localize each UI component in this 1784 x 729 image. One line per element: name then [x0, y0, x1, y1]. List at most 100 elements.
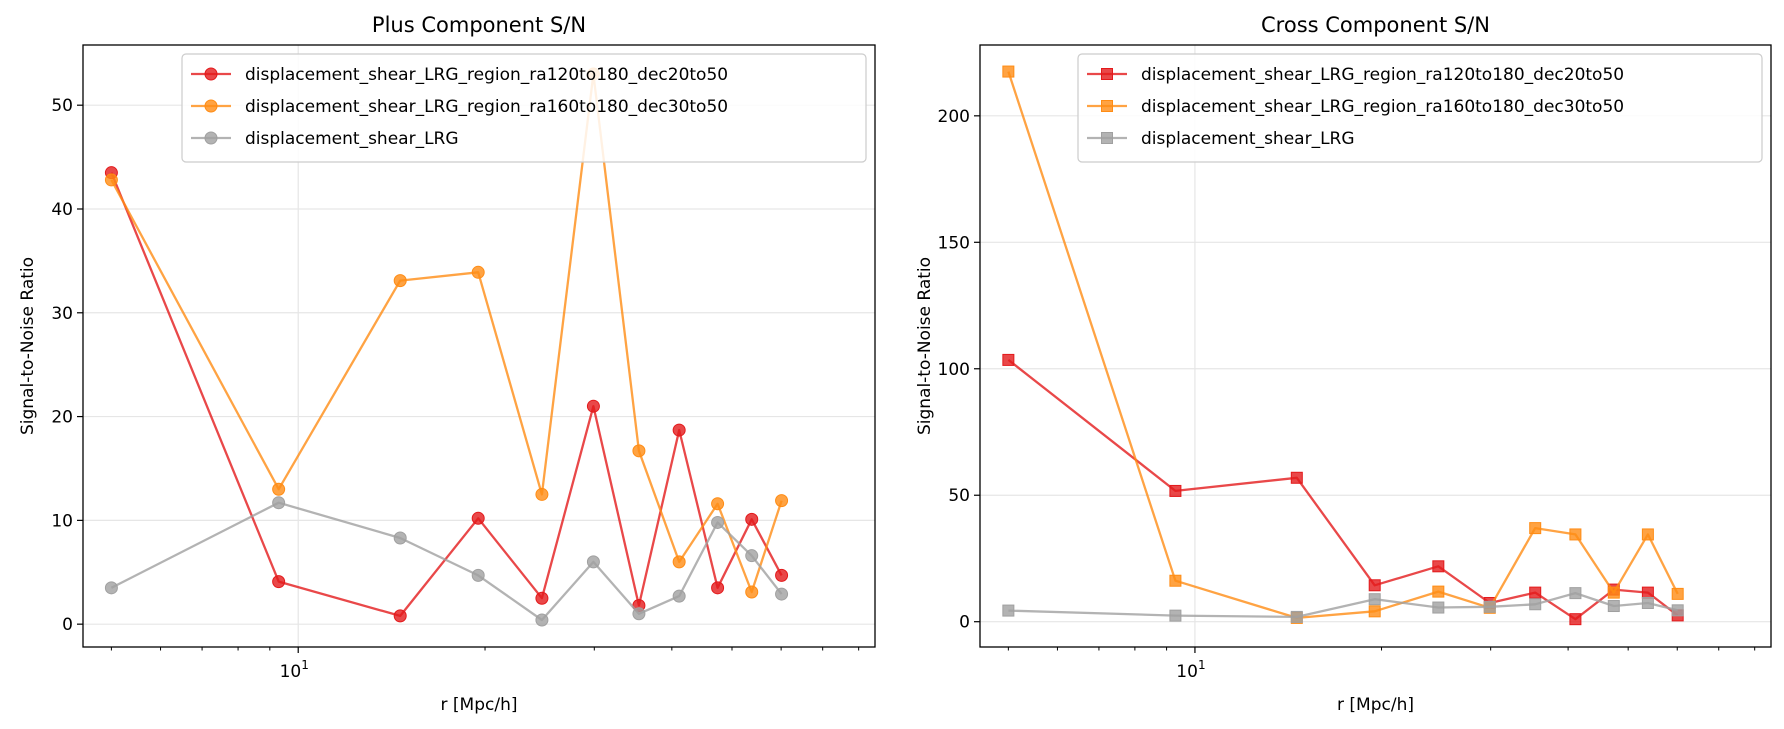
legend-box [1077, 53, 1763, 163]
series-line [110, 172, 783, 618]
x-axis-label: r [Mpc/h] [1337, 695, 1414, 715]
data-point [711, 497, 725, 511]
data-point [393, 274, 407, 288]
data-point [1569, 613, 1582, 626]
data-point [104, 581, 118, 595]
data-point [1607, 600, 1620, 613]
y-tick-label: 200 [938, 107, 970, 127]
x-tick-label: 101 [280, 658, 309, 682]
y-axis-label: Signal-to-Noise Ratio [18, 257, 38, 435]
legend-swatch-marker [204, 67, 218, 81]
series-2 [104, 496, 789, 627]
cross-component-title: Cross Component S/N [1261, 13, 1490, 37]
x-tick-base: 10 [280, 662, 302, 682]
data-point [272, 482, 286, 496]
legend-label: displacement_shear_LRG [1141, 129, 1355, 149]
data-point [672, 555, 686, 569]
data-point [1569, 587, 1582, 600]
data-point [1641, 596, 1654, 609]
x-tick-base: 10 [1176, 662, 1198, 682]
data-point [1002, 353, 1015, 366]
axes-frame [979, 44, 1772, 648]
data-point [632, 444, 646, 458]
legend-swatch-marker [1101, 68, 1113, 80]
legend-swatch-marker [1101, 132, 1113, 144]
x-axis-label: r [Mpc/h] [441, 695, 518, 715]
data-point [1432, 601, 1445, 614]
legend-label: displacement_shear_LRG_region_ra160to180… [245, 97, 728, 117]
data-point [711, 515, 725, 529]
data-point [745, 512, 759, 526]
series-2 [1002, 587, 1684, 623]
legend-label: displacement_shear_LRG [245, 129, 459, 149]
plus-component-title: Plus Component S/N [372, 13, 586, 37]
data-point [272, 496, 286, 510]
data-point [272, 575, 286, 589]
data-point [1671, 587, 1684, 600]
data-point [745, 549, 759, 563]
data-point [1607, 586, 1620, 599]
legend-label: displacement_shear_LRG_region_ra120to180… [245, 65, 728, 85]
legend: displacement_shear_LRG_region_ra120to180… [1077, 53, 1763, 163]
data-point [632, 607, 646, 621]
data-point [1002, 65, 1015, 78]
legend: displacement_shear_LRG_region_ra120to180… [181, 53, 867, 163]
y-tick-label: 150 [938, 233, 970, 253]
data-point [104, 173, 118, 187]
x-tick-exponent: 1 [1198, 658, 1206, 672]
y-tick-label: 0 [62, 615, 73, 635]
x-tick-exponent: 1 [301, 658, 309, 672]
legend-item: displacement_shear_LRG_region_ra160to180… [1087, 97, 1624, 117]
data-point [393, 609, 407, 623]
data-point [1368, 579, 1381, 592]
data-point [1169, 484, 1182, 497]
data-point [1290, 471, 1303, 484]
y-tick-label: 0 [959, 613, 970, 633]
data-point [1368, 605, 1381, 618]
data-point [1432, 585, 1445, 598]
data-point [471, 568, 485, 582]
y-tick-label: 100 [938, 360, 970, 380]
series-line [1007, 358, 1679, 621]
data-point [393, 531, 407, 545]
y-tick-label: 20 [51, 408, 73, 428]
legend-item: displacement_shear_LRG_region_ra120to180… [1087, 65, 1624, 85]
legend-swatch-marker [204, 99, 218, 113]
data-point [586, 555, 600, 569]
legend-swatch-marker [1101, 100, 1113, 112]
data-point [775, 587, 789, 601]
legend-swatch-marker [204, 131, 218, 145]
data-point [1641, 528, 1654, 541]
data-point [775, 568, 789, 582]
y-tick-label: 50 [51, 96, 73, 116]
data-point [586, 399, 600, 413]
legend-label: displacement_shear_LRG_region_ra120to180… [1141, 65, 1624, 85]
data-point [535, 591, 549, 605]
data-point [1529, 598, 1542, 611]
data-point [711, 581, 725, 595]
data-point [1483, 600, 1496, 613]
axes-frame [82, 44, 876, 648]
data-point [745, 585, 759, 599]
cross-component-panel: 0 50 100 150 200 101 Cross Component S/N r [Mpc… [915, 13, 1772, 715]
data-point [1169, 574, 1182, 587]
legend-box [181, 53, 867, 163]
data-point [672, 589, 686, 603]
data-point [471, 511, 485, 525]
data-point [775, 494, 789, 508]
y-tick-label: 50 [948, 486, 970, 506]
data-point [1368, 593, 1381, 606]
data-point [535, 613, 549, 627]
data-point [1569, 528, 1582, 541]
data-point [1671, 604, 1684, 617]
gridlines [980, 45, 1771, 647]
data-point [1169, 609, 1182, 622]
y-tick-label: 10 [51, 511, 73, 531]
data-point [672, 423, 686, 437]
data-point [1002, 604, 1015, 617]
y-axis-label: Signal-to-Noise Ratio [915, 257, 935, 435]
legend-item: displacement_shear_LRG_region_ra120to180… [191, 65, 728, 85]
data-point [535, 487, 549, 501]
series-0 [1002, 353, 1684, 626]
